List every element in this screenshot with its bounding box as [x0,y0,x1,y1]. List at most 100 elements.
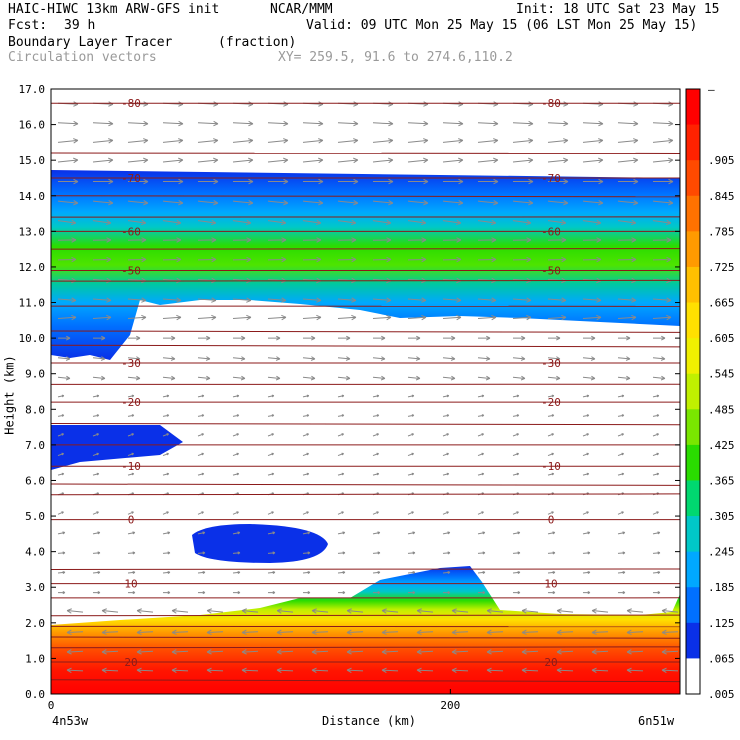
wind-arrow [57,551,66,555]
wind-arrow [416,629,434,636]
wind-arrow [512,433,520,437]
wind-arrow [276,667,294,673]
wind-arrow [276,629,294,636]
wind-arrow [407,394,415,398]
wind-arrow [486,629,504,636]
wind-arrow [57,433,65,437]
wind-arrow [302,452,310,457]
wind-arrow [442,356,456,361]
wind-arrow [163,178,184,185]
wind-arrow [653,591,661,595]
wind-arrow [547,237,567,243]
wind-arrow [232,414,240,417]
wind-arrow [311,629,329,636]
wind-arrow [548,335,561,341]
wind-arrow [57,511,64,515]
wind-arrow [66,608,84,614]
wind-arrow [512,570,521,575]
wind-arrow [591,608,609,614]
wind-arrow [547,531,556,535]
wind-arrow [337,394,345,398]
contour-label: -20 [121,396,141,409]
wind-arrow [267,157,289,164]
wind-arrow [372,199,394,206]
wind-arrow [233,178,254,185]
wind-arrow [162,394,170,398]
wind-arrow [652,314,672,321]
wind-arrow [267,356,281,361]
wind-arrow [303,335,316,341]
wind-arrow [582,157,604,164]
contour-label: -60 [121,225,141,238]
contour-label: -30 [121,357,141,370]
wind-arrow [92,356,106,361]
wind-arrow [302,570,311,575]
wind-arrow [337,297,357,303]
wind-arrow [407,511,414,515]
wind-arrow [652,570,661,575]
wind-arrow [521,629,539,636]
wind-arrow [302,256,322,263]
y-tick-label: 4.0 [25,546,45,559]
wind-arrow [128,335,141,341]
wind-arrow [197,314,217,321]
wind-arrow [276,608,294,614]
wind-arrow [617,219,637,226]
wind-arrow [233,335,246,341]
wind-arrow [372,472,380,476]
wind-arrow [477,414,485,417]
wind-arrow [661,667,679,673]
contour-label: -80 [121,97,141,110]
tracer-blob-left [51,425,183,470]
wind-arrow [232,120,254,127]
wind-arrow [617,157,639,164]
wind-arrow [582,356,596,361]
wind-arrow [197,256,217,263]
wind-arrow [512,414,520,417]
colorbar-swatch [686,89,700,126]
wind-arrow [591,649,609,655]
wind-arrow [232,551,241,555]
wind-arrow [267,433,275,437]
wind-arrow [302,199,324,206]
x-tick-label: 0 [48,699,55,712]
contour-line [50,330,681,333]
wind-arrow [547,256,567,263]
wind-arrow [338,178,359,185]
wind-arrow [311,667,329,673]
wind-arrow [372,101,394,107]
colorbar-swatch [686,266,700,304]
wind-arrow [302,551,311,555]
wind-arrow [302,472,310,476]
wind-arrow [58,591,66,595]
colorbar-swatch [686,124,700,161]
wind-arrow [232,157,254,164]
contour-line [50,483,681,486]
wind-arrow [582,570,591,575]
wind-arrow [127,199,149,206]
wind-arrow [372,237,392,243]
wind-arrow [57,570,66,575]
wind-arrow [197,157,219,164]
wind-arrow [197,511,204,515]
colorbar-label: .245 [708,546,735,559]
wind-arrow [57,120,79,127]
wind-arrow [127,219,147,226]
wind-arrow [407,414,415,417]
wind-arrow [127,511,134,515]
wind-arrow [92,531,101,535]
wind-arrow [372,433,380,437]
wind-arrow [57,394,65,398]
wind-arrow [372,511,379,515]
colorbar-swatch [686,587,700,624]
wind-arrow [617,570,626,575]
wind-arrow [57,237,77,243]
wind-arrow [416,667,434,673]
contour-line [50,423,681,426]
xy-label: XY= 259.5, 91.6 to 274.6,110.2 [278,50,513,65]
wind-arrow [127,531,136,535]
wind-arrow [163,591,171,595]
wind-arrow [442,219,462,226]
wind-arrow [372,414,380,417]
